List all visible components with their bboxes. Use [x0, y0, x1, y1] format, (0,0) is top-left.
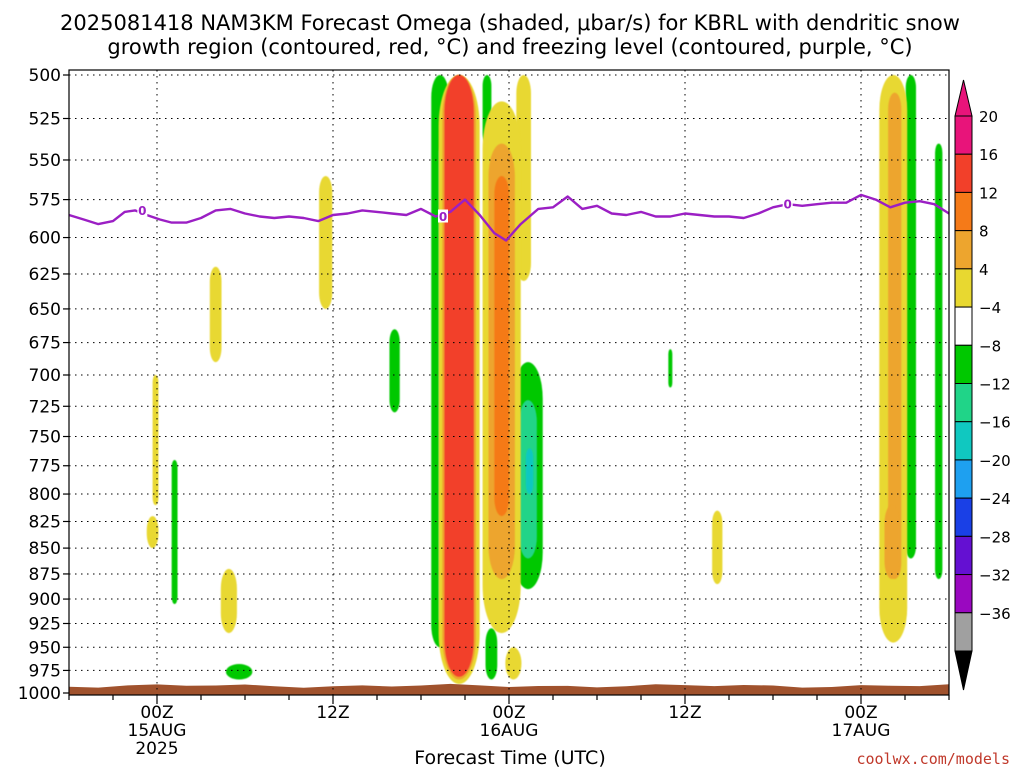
colorbar-label-5: −4 [979, 299, 1001, 317]
omega-region-10 [905, 75, 916, 559]
x-tick-label-6-0: 00Z [140, 703, 173, 723]
omega-region-30 [444, 75, 474, 677]
colorbar-label-12: −32 [979, 567, 1011, 585]
x-tick-label-30-0: 00Z [492, 703, 525, 723]
y-tick-label-625: 625 [29, 265, 61, 285]
colorbar-segment-0 [954, 115, 973, 155]
omega-region-8 [171, 459, 178, 605]
colorbar-segment-7 [954, 383, 973, 423]
freezing-level-label-0: 0 [138, 204, 146, 218]
y-tick-label-800: 800 [29, 485, 61, 505]
colorbar: 20 16 12 8 4 −4 −8 −12 −16 −20 −24 −28 −32 −36 [954, 79, 1011, 691]
omega-region-22 [494, 176, 509, 517]
colorbar-segment-3 [954, 230, 973, 270]
y-tick-label-750: 750 [29, 428, 61, 448]
y-tick-label-700: 700 [29, 366, 61, 386]
y-tick-label-675: 675 [29, 334, 61, 354]
freezing-level-line [69, 193, 949, 242]
omega-region-11 [935, 143, 943, 580]
colorbar-segment-8 [954, 421, 973, 461]
y-axis-ticks: 500 525 550 575 600 625 650 675 700 725 750 775 800 8… [18, 66, 69, 704]
omega-region-15 [209, 266, 222, 363]
freezing-label-bg-1 [438, 209, 448, 223]
omega-region-13 [225, 664, 253, 680]
x-tick-label-6-2: 2025 [135, 739, 178, 759]
x-tick-label-54-0: 00Z [844, 703, 877, 723]
colorbar-label-0: 20 [979, 108, 998, 126]
y-tick-label-900: 900 [29, 590, 61, 610]
credit-text: coolwx.com/models [856, 750, 1010, 768]
x-tick-label-18-0: 12Z [316, 703, 349, 723]
freezing-label-bg-0 [137, 203, 148, 217]
freezing-label-bg-2 [782, 197, 793, 211]
colorbar-segment-5 [954, 306, 973, 346]
colorbar-bottom-arrow [954, 650, 973, 691]
colorbar-segment-13 [954, 612, 973, 652]
y-tick-label-650: 650 [29, 300, 61, 320]
x-tick-label-42-0: 12Z [668, 703, 701, 723]
y-tick-label-1000: 1000 [18, 684, 61, 704]
omega-region-26 [888, 92, 902, 580]
x-tick-label-30-1: 16AUG [480, 721, 539, 741]
omega-region-6 [389, 329, 400, 413]
omega-region-5 [485, 628, 498, 680]
chart-title-line-2: growth region (contoured, red, °C) and f… [107, 35, 912, 59]
freezing-level-contour: 0 0 0 [69, 193, 949, 242]
y-tick-label-600: 600 [29, 229, 61, 249]
colorbar-label-1: 16 [979, 146, 998, 164]
colorbar-segment-1 [954, 153, 973, 193]
colorbar-segment-11 [954, 535, 973, 576]
y-tick-label-550: 550 [29, 151, 61, 171]
y-tick-label-825: 825 [29, 512, 61, 532]
colorbar-label-4: 4 [979, 261, 989, 279]
colorbar-top-arrow [954, 79, 973, 117]
y-tick-label-875: 875 [29, 565, 61, 585]
colorbar-label-7: −12 [979, 376, 1011, 394]
y-tick-label-850: 850 [29, 539, 61, 559]
omega-region-16 [152, 374, 159, 506]
colorbar-label-11: −28 [979, 528, 1011, 546]
colorbar-label-3: 8 [979, 223, 989, 241]
colorbar-segment-10 [954, 497, 973, 537]
omega-region-23 [505, 647, 522, 680]
colorbar-segment-12 [954, 574, 973, 614]
colorbar-label-2: 12 [979, 184, 998, 202]
y-tick-label-925: 925 [29, 614, 61, 634]
omega-region-4 [525, 448, 534, 495]
chart-title-line-1: 2025081418 NAM3KM Forecast Omega (shaded… [60, 11, 960, 35]
y-tick-label-525: 525 [29, 110, 61, 130]
colorbar-segment-2 [954, 191, 973, 232]
colorbar-segment-4 [954, 268, 973, 308]
omega-shading [146, 75, 943, 685]
grid-lines [69, 70, 949, 695]
freezing-level-label-1: 0 [439, 210, 447, 224]
x-axis-label: Forecast Time (UTC) [414, 747, 605, 768]
y-tick-label-775: 775 [29, 457, 61, 477]
omega-region-27 [884, 505, 900, 580]
y-tick-label-575: 575 [29, 191, 61, 211]
colorbar-label-9: −20 [979, 452, 1011, 470]
omega-region-17 [146, 516, 159, 549]
y-tick-label-500: 500 [29, 66, 61, 86]
y-tick-label-725: 725 [29, 397, 61, 417]
y-tick-label-975: 975 [29, 661, 61, 681]
omega-region-24 [712, 510, 723, 585]
colorbar-label-10: −24 [979, 490, 1011, 508]
freezing-level-label-2: 0 [783, 198, 791, 212]
y-tick-label-950: 950 [29, 638, 61, 658]
x-tick-label-6-1: 15AUG [128, 721, 187, 741]
x-tick-label-54-1: 17AUG [832, 721, 891, 741]
omega-region-14 [319, 176, 333, 309]
colorbar-segment-9 [954, 459, 973, 499]
colorbar-label-6: −8 [979, 337, 1001, 355]
omega-region-18 [220, 568, 237, 634]
omega-region-9 [668, 349, 673, 388]
plot-area: 0 0 0 500 525 550 575 600 625 650 675 700 725 750 775… [18, 66, 950, 759]
colorbar-label-13: −36 [979, 605, 1011, 623]
colorbar-label-8: −16 [979, 414, 1011, 432]
colorbar-segment-6 [954, 344, 973, 384]
